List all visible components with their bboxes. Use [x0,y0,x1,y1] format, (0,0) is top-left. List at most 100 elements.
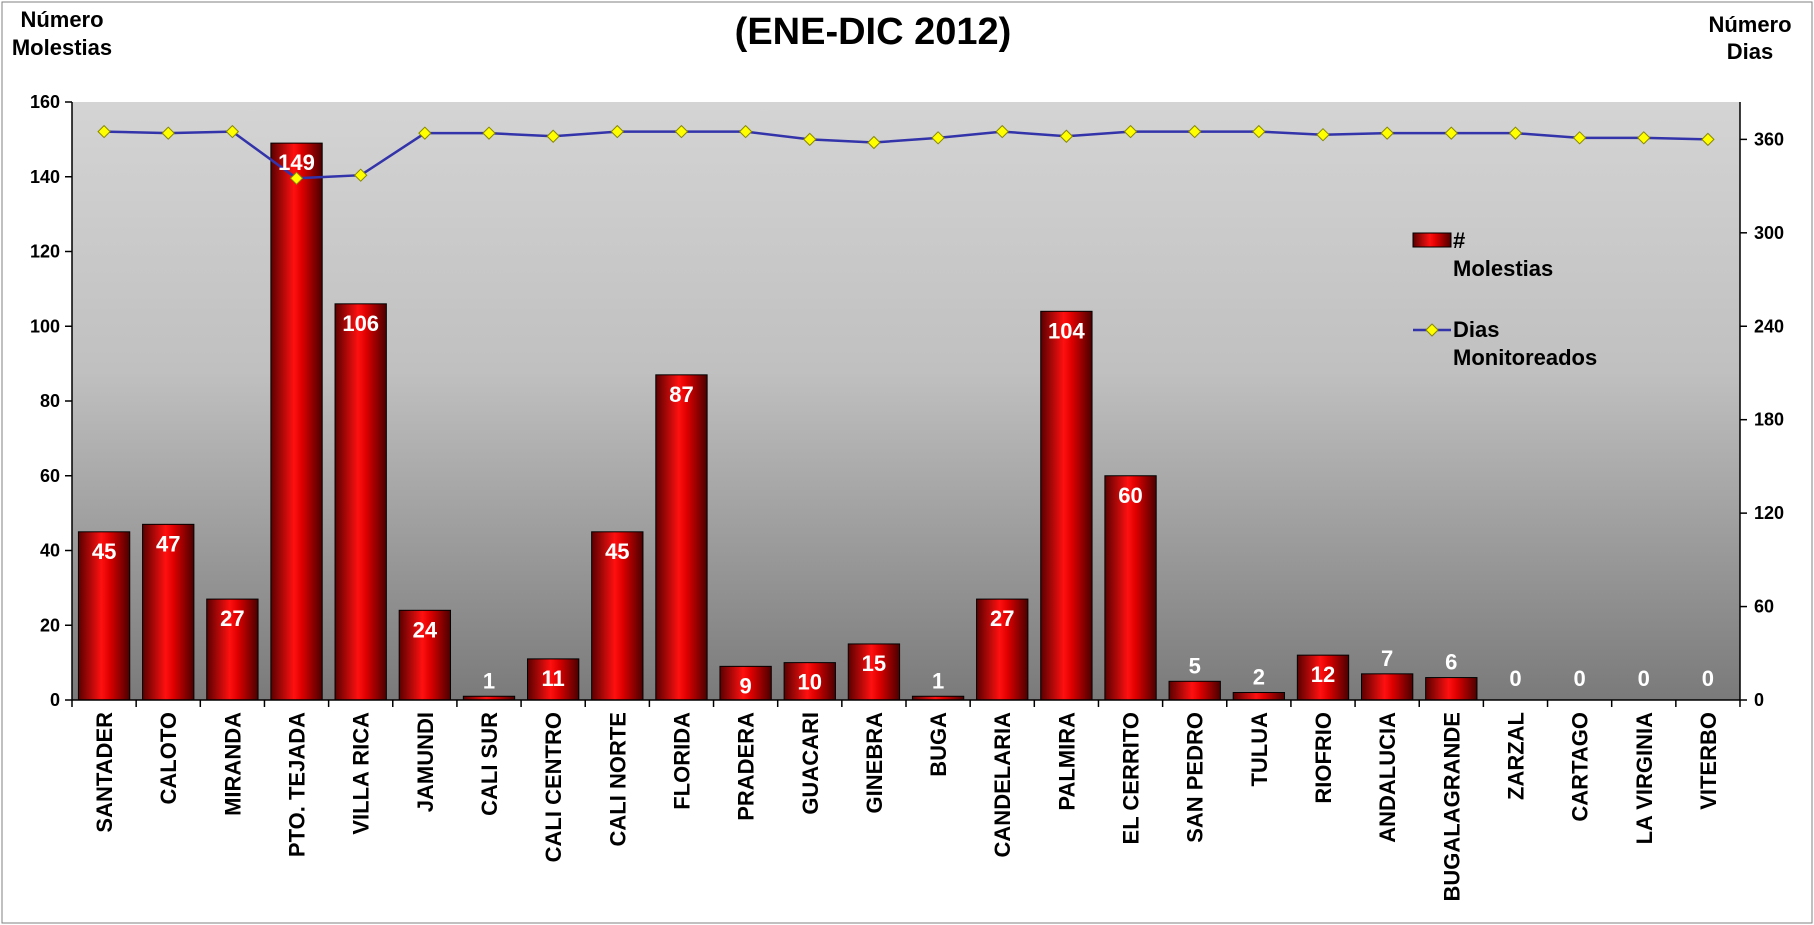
bar [270,142,323,701]
category-label: CALOTO [156,712,181,804]
line-point [1123,124,1138,139]
left-tick-label: 80 [40,391,60,411]
category-label: CANDELARIA [990,712,1015,858]
left-tick-label: 100 [30,316,60,336]
right-tick-label: 240 [1754,316,1784,336]
category-label: BUGALAGRANDE [1439,712,1464,901]
line-point [610,124,625,139]
line-point [674,124,689,139]
line-series [97,124,1715,186]
bar-value-label: 15 [862,651,886,676]
bar-value-label: 12 [1311,662,1335,687]
bar-value-label: 9 [739,673,751,698]
category-label: PTO. TEJADA [285,712,310,857]
line-point [1444,126,1459,140]
bar [655,374,708,701]
bar [526,658,580,701]
category-label: VITERBO [1696,712,1721,810]
line-point [97,124,111,139]
bar [1040,310,1093,701]
line-point [1316,127,1330,142]
line-point [161,126,175,140]
category-label: PALMIRA [1054,712,1079,811]
legend-bar-swatch [1412,232,1452,248]
category-label: CARTAGO [1568,712,1593,822]
line-point [418,126,432,140]
bar [1168,680,1221,701]
bar-value-label: 27 [990,606,1014,631]
right-tick-label: 360 [1754,129,1784,149]
left-axis: 0 20 40 60 80 100 120 140 160 [30,92,73,710]
legend-item-2-line1: Dias [1453,317,1499,342]
bar [1232,692,1286,701]
legend-item-2-line2: Monitoreados [1453,345,1597,370]
line-point [1380,126,1394,140]
bar-value-label: 0 [1638,666,1650,691]
line-point [803,132,817,147]
bar-value-label: 45 [92,539,116,564]
bar [719,665,772,701]
bar-value-label: 45 [605,539,629,564]
bar-value-label: 106 [342,311,379,336]
category-label: LA VIRGINIA [1632,712,1657,845]
right-tick-label: 0 [1754,690,1764,710]
bar [206,598,259,701]
line-point [1508,126,1523,140]
line-point [995,124,1009,139]
category-labels: SANTADER CALOTO MIRANDA PTO. TEJADA VILLA RI… [71,699,1741,901]
bar [1360,673,1414,701]
left-axis-title-line2: Molestias [12,35,112,60]
bar [398,609,452,701]
bar [1425,677,1478,701]
category-label: FLORIDA [669,712,694,810]
line-point [1701,132,1715,147]
left-tick-label: 140 [30,167,60,187]
line-point [1572,131,1587,145]
bar-value-label: 60 [1118,483,1142,508]
bar [976,598,1029,701]
bar-value-label: 47 [156,531,180,556]
bar-value-label: 0 [1573,666,1585,691]
category-label: TULUA [1247,712,1272,787]
left-tick-label: 120 [30,242,60,262]
bar [591,531,644,701]
category-label: PRADERA [734,712,759,821]
line-point [738,124,753,139]
line-point [1059,129,1074,143]
category-label: CALI NORTE [605,712,630,846]
line-point [1637,131,1651,145]
bar-value-label: 10 [798,670,822,695]
bar-value-label: 87 [669,382,693,407]
category-label: VILLA RICA [349,712,374,835]
bar [77,531,131,701]
bar-value-label: 2 [1253,665,1265,690]
line-point [353,168,368,182]
bar-value-label: 7 [1381,646,1393,671]
category-label: SANTADER [92,712,117,833]
category-label: EL CERRITO [1119,712,1144,844]
right-tick-label: 60 [1754,597,1774,617]
category-label: JAMUNDI [413,712,438,812]
bar-value-label: 149 [278,150,315,175]
left-tick-label: 60 [40,466,60,486]
category-label: GUACARI [798,712,823,815]
bar-value-label: 104 [1048,318,1085,343]
category-label: ZARZAL [1503,712,1528,800]
legend-item-1-line2: Molestias [1453,256,1553,281]
category-label: GINEBRA [862,712,887,814]
bar [142,523,195,701]
line-point [1187,124,1202,139]
line-point [482,126,496,140]
left-tick-label: 20 [40,615,60,635]
bar-value-label: 0 [1509,666,1521,691]
line-point [225,124,240,139]
right-axis: 0 60 120 180 240 300 360 [1739,102,1784,710]
line-point [867,135,881,150]
category-label: CALI CENTRO [541,712,566,862]
category-label: RIOFRIO [1311,712,1336,804]
bar-value-label: 24 [413,617,438,642]
bar-value-label: 5 [1189,653,1201,678]
right-tick-label: 300 [1754,223,1784,243]
